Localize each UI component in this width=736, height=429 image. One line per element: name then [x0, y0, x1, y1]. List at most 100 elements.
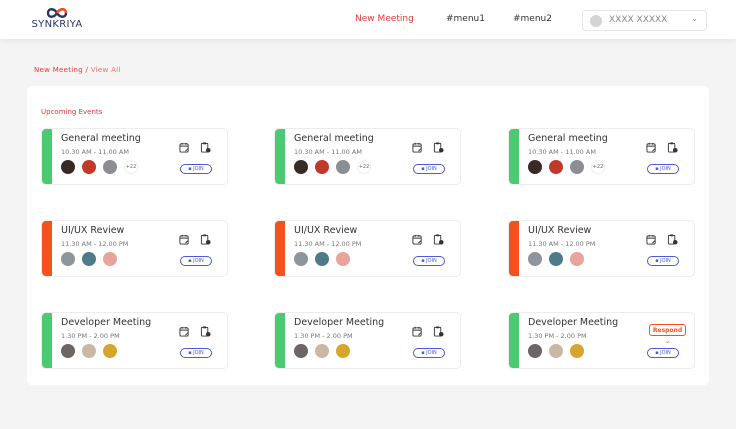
- chevron-down-icon: ⌄: [691, 14, 698, 23]
- attendee-list: [528, 252, 591, 266]
- breadcrumb: New Meeting / View All: [34, 66, 121, 74]
- status-bar: [42, 221, 52, 276]
- event-time: 11.30 AM - 12.00 PM: [61, 240, 129, 248]
- event-time: 10.30 AM - 11.00 AM: [61, 148, 129, 156]
- attendee-avatar: [82, 160, 96, 174]
- logo-text: SYNKRIYA: [31, 19, 83, 30]
- more-attendees-badge: +22: [357, 160, 371, 174]
- attendee-list: +22: [61, 160, 145, 174]
- clipboard-clock-icon[interactable]: [200, 138, 211, 153]
- event-title: General meeting: [294, 133, 374, 144]
- events-panel: Upcoming Events General meeting 10.30 AM…: [27, 86, 709, 385]
- calendar-edit-icon[interactable]: [179, 138, 190, 153]
- join-label: JOIN: [426, 350, 437, 356]
- event-title: General meeting: [528, 133, 608, 144]
- event-card[interactable]: Developer Meeting 1.30 PM - 2.00 PM ▪ JO…: [274, 312, 461, 369]
- join-button[interactable]: ▪ JOIN: [180, 348, 212, 358]
- teams-icon: ▪: [188, 166, 192, 172]
- attendee-avatar: [294, 344, 308, 358]
- event-time: 10.30 AM - 11.00 AM: [294, 148, 362, 156]
- attendee-avatar: [61, 160, 75, 174]
- event-card[interactable]: UI/UX Review 11.30 AM - 12.00 PM ▪ JOIN: [274, 220, 461, 277]
- breadcrumb-new-meeting[interactable]: New Meeting: [34, 66, 84, 74]
- clipboard-clock-icon[interactable]: [433, 322, 444, 337]
- calendar-edit-icon[interactable]: [412, 138, 423, 153]
- breadcrumb-view-all[interactable]: View All: [90, 66, 121, 74]
- join-button[interactable]: ▪ JOIN: [180, 164, 212, 174]
- infinity-logo-icon: [46, 8, 68, 18]
- attendee-avatar: [61, 344, 75, 358]
- join-button[interactable]: ▪ JOIN: [180, 256, 212, 266]
- event-title: Developer Meeting: [528, 317, 619, 328]
- clipboard-clock-icon[interactable]: [667, 138, 678, 153]
- calendar-edit-icon[interactable]: [646, 138, 657, 153]
- event-card[interactable]: General meeting 10.30 AM - 11.00 AM +22 …: [41, 128, 228, 185]
- status-bar: [275, 129, 285, 184]
- event-card[interactable]: UI/UX Review 11.30 AM - 12.00 PM ▪ JOIN: [41, 220, 228, 277]
- status-bar: [509, 313, 519, 368]
- join-button[interactable]: ▪ JOIN: [647, 348, 679, 358]
- calendar-edit-icon[interactable]: [179, 230, 190, 245]
- join-button[interactable]: ▪ JOIN: [647, 256, 679, 266]
- calendar-edit-icon[interactable]: [412, 230, 423, 245]
- clipboard-clock-icon[interactable]: [200, 230, 211, 245]
- join-button[interactable]: ▪ JOIN: [647, 164, 679, 174]
- logo[interactable]: SYNKRIYA: [27, 7, 87, 30]
- join-label: JOIN: [660, 350, 671, 356]
- clipboard-clock-icon[interactable]: [200, 322, 211, 337]
- join-button[interactable]: ▪ JOIN: [413, 164, 445, 174]
- respond-label: Respond: [652, 327, 683, 334]
- join-label: JOIN: [193, 258, 204, 264]
- attendee-avatar: [61, 252, 75, 266]
- attendee-avatar: [294, 160, 308, 174]
- attendee-avatar: [570, 252, 584, 266]
- user-dropdown[interactable]: XXXX XXXXX ⌄: [582, 10, 707, 31]
- more-attendees-badge: +22: [124, 160, 138, 174]
- attendee-avatar: [82, 344, 96, 358]
- attendee-avatar: [570, 160, 584, 174]
- join-button[interactable]: ▪ JOIN: [413, 256, 445, 266]
- avatar: [590, 15, 602, 27]
- event-title: UI/UX Review: [61, 225, 125, 236]
- attendee-list: [528, 344, 591, 358]
- join-label: JOIN: [193, 166, 204, 172]
- event-card[interactable]: Developer Meeting 1.30 PM - 2.00 PM ▪ JO…: [41, 312, 228, 369]
- join-button[interactable]: ▪ JOIN: [413, 348, 445, 358]
- status-bar: [509, 129, 519, 184]
- clipboard-clock-icon[interactable]: [433, 138, 444, 153]
- attendee-avatar: [103, 344, 117, 358]
- attendee-avatar: [315, 160, 329, 174]
- top-bar: SYNKRIYA New Meeting #menu1 #menu2 XXXX …: [0, 0, 736, 39]
- status-bar: [42, 129, 52, 184]
- clipboard-clock-icon[interactable]: [667, 230, 678, 245]
- attendee-avatar: [528, 252, 542, 266]
- event-time: 1.30 PM - 2.00 PM: [528, 332, 587, 340]
- user-name: XXXX XXXXX: [609, 15, 668, 25]
- attendee-list: +22: [528, 160, 612, 174]
- join-label: JOIN: [193, 350, 204, 356]
- calendar-edit-icon[interactable]: [179, 322, 190, 337]
- attendee-avatar: [103, 160, 117, 174]
- join-label: JOIN: [426, 258, 437, 264]
- teams-icon: ▪: [655, 350, 659, 356]
- event-time: 10.30 AM - 11.00 AM: [528, 148, 596, 156]
- calendar-edit-icon[interactable]: [646, 230, 657, 245]
- nav-menu1[interactable]: #menu1: [446, 14, 485, 24]
- event-card[interactable]: General meeting 10.30 AM - 11.00 AM +22 …: [508, 128, 695, 185]
- status-bar: [42, 313, 52, 368]
- nav-menu2[interactable]: #menu2: [513, 14, 552, 24]
- respond-dropdown[interactable]: Respond ⌄: [649, 324, 686, 345]
- attendee-avatar: [570, 344, 584, 358]
- nav-new-meeting[interactable]: New Meeting: [355, 14, 414, 24]
- event-card[interactable]: UI/UX Review 11.30 AM - 12.00 PM ▪ JOIN: [508, 220, 695, 277]
- clipboard-clock-icon[interactable]: [433, 230, 444, 245]
- join-label: JOIN: [426, 166, 437, 172]
- teams-icon: ▪: [188, 258, 192, 264]
- calendar-edit-icon[interactable]: [412, 322, 423, 337]
- event-time: 11.30 AM - 12.00 PM: [294, 240, 362, 248]
- attendee-list: [294, 252, 357, 266]
- join-label: JOIN: [660, 258, 671, 264]
- event-card[interactable]: Developer Meeting 1.30 PM - 2.00 PM Resp…: [508, 312, 695, 369]
- event-card[interactable]: General meeting 10.30 AM - 11.00 AM +22 …: [274, 128, 461, 185]
- event-title: UI/UX Review: [528, 225, 592, 236]
